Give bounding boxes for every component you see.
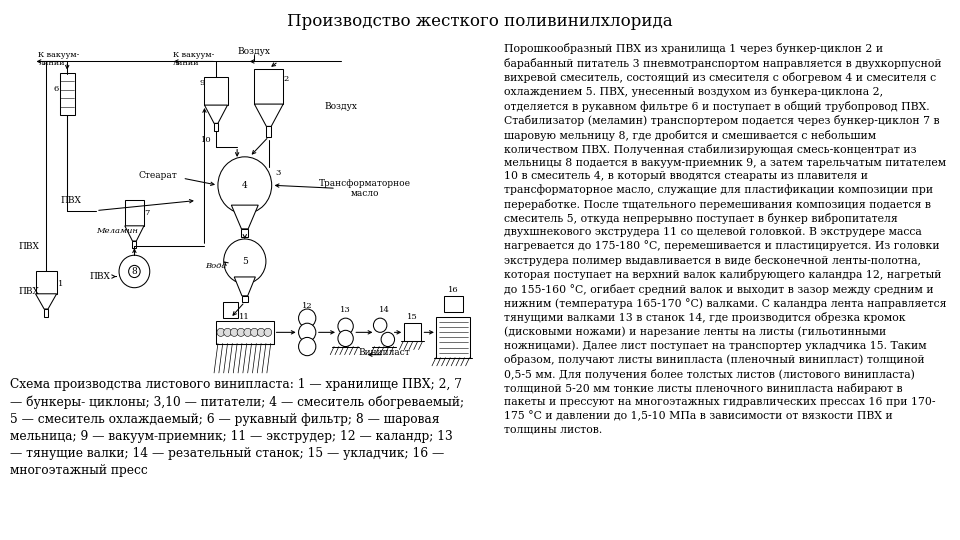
Text: 9: 9 [200, 79, 205, 87]
Text: 7: 7 [144, 208, 150, 217]
Circle shape [257, 328, 265, 336]
Text: 10: 10 [201, 136, 212, 144]
Bar [214, 123, 218, 131]
Bar [254, 69, 283, 104]
Text: Винипласт: Винипласт [358, 348, 410, 357]
Bar [125, 200, 144, 226]
Text: Стеарат: Стеарат [139, 171, 178, 180]
Text: 5: 5 [242, 257, 248, 266]
Text: ПВХ: ПВХ [18, 241, 39, 251]
Text: Трансформаторное: Трансформаторное [319, 179, 411, 188]
Text: Воздух: Воздух [324, 102, 357, 111]
Polygon shape [36, 294, 57, 309]
Text: масло: масло [350, 189, 379, 198]
Circle shape [251, 328, 258, 336]
Bar [60, 72, 75, 115]
Circle shape [264, 328, 272, 336]
Text: ПВХ: ПВХ [60, 196, 82, 205]
Circle shape [373, 318, 387, 332]
Bar [242, 229, 248, 237]
Circle shape [224, 239, 266, 284]
Text: 13: 13 [340, 306, 351, 314]
Circle shape [338, 330, 353, 347]
Circle shape [381, 332, 395, 347]
Polygon shape [231, 205, 258, 229]
Text: линии: линии [173, 59, 200, 68]
Circle shape [119, 255, 150, 288]
Text: Вода: Вода [205, 262, 227, 271]
Text: 1: 1 [58, 280, 63, 288]
Text: Производство жесткого поливинилхлорида: Производство жесткого поливинилхлорида [287, 13, 673, 30]
Bar [444, 296, 463, 312]
Text: К вакуум-: К вакуум- [173, 51, 214, 59]
Text: 8: 8 [132, 267, 137, 276]
Polygon shape [254, 104, 283, 126]
Text: Схема производства листового винипласта: 1 — хранилище ПВХ; 2, 7
— бункеры- цикл: Схема производства листового винипласта:… [10, 378, 464, 477]
Circle shape [217, 328, 225, 336]
Text: К вакуум-: К вакуум- [38, 51, 80, 59]
Text: ПВХ: ПВХ [18, 287, 39, 296]
Circle shape [244, 328, 252, 336]
Text: Воздух: Воздух [238, 47, 271, 56]
Bar [216, 321, 274, 343]
Circle shape [338, 318, 353, 334]
Text: 11: 11 [239, 313, 251, 321]
Text: 15: 15 [407, 313, 419, 321]
Circle shape [218, 157, 272, 214]
Text: Порошкообразный ПВХ из хранилища 1 через бункер-циклон 2 и
барабанный питатель 3: Порошкообразный ПВХ из хранилища 1 через… [504, 43, 947, 434]
Text: 6: 6 [53, 85, 59, 93]
Circle shape [129, 265, 140, 278]
Text: 14: 14 [378, 306, 390, 314]
Circle shape [230, 328, 238, 336]
Circle shape [299, 309, 316, 327]
Circle shape [237, 328, 245, 336]
Text: 12: 12 [301, 302, 313, 310]
Text: 16: 16 [447, 286, 459, 294]
Bar [132, 241, 136, 248]
Text: 4: 4 [242, 181, 248, 190]
Bar [223, 302, 238, 318]
Bar [44, 309, 48, 317]
Text: ПВХ: ПВХ [89, 272, 110, 281]
Circle shape [299, 338, 316, 356]
Circle shape [224, 328, 231, 336]
Bar [36, 272, 57, 294]
Text: 2: 2 [283, 75, 289, 83]
Bar [242, 296, 248, 302]
Bar [404, 323, 421, 341]
Polygon shape [204, 105, 228, 123]
Polygon shape [234, 277, 255, 296]
Bar [267, 126, 272, 137]
Bar [204, 77, 228, 105]
Text: Меламин: Меламин [96, 227, 138, 235]
Bar [437, 317, 470, 357]
Polygon shape [125, 226, 144, 241]
Text: линии: линии [38, 59, 65, 68]
Text: 3: 3 [276, 169, 281, 177]
Circle shape [299, 323, 316, 341]
